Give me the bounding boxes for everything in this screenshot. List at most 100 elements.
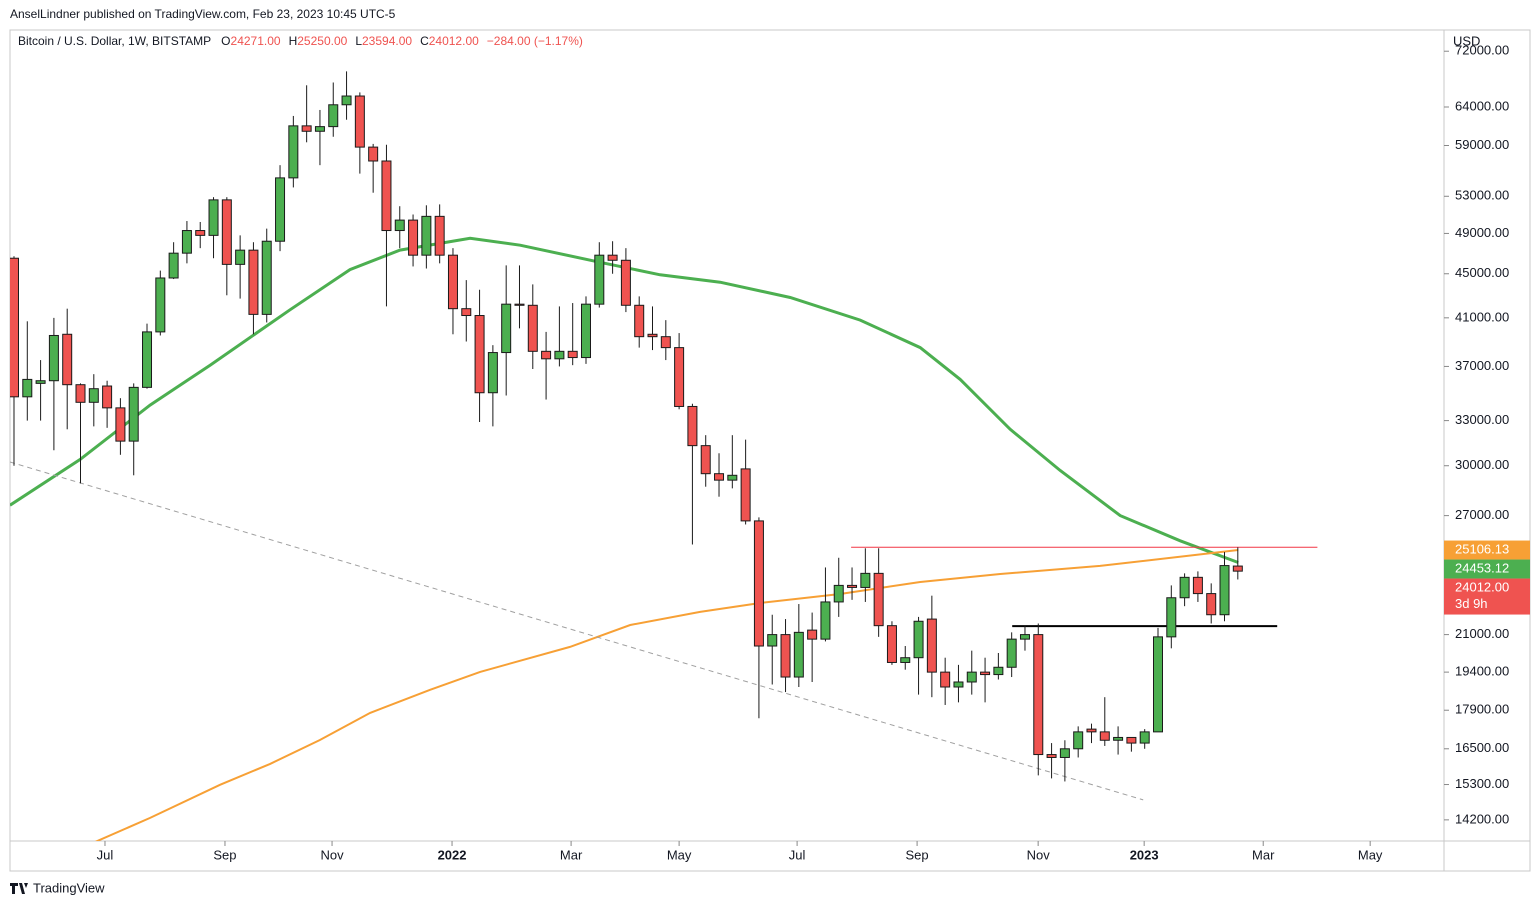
candle-body [1113,736,1124,741]
x-tick-label: Sep [213,847,236,862]
countdown: 3d 9h [1455,596,1488,611]
candle-body [62,333,73,386]
candle-body [155,277,166,333]
candle-body [128,386,139,442]
candle-body [980,671,991,676]
candle-body [607,254,618,261]
y-tick-label: 45000.00 [1455,265,1509,280]
candle-body [394,219,405,232]
candle-body [1099,731,1110,741]
currency: USD [1453,33,1480,48]
candle-body [208,199,219,236]
x-tick-label: May [1358,847,1383,862]
candle-body [248,249,259,315]
x-tick-label: Mar [560,847,583,862]
candle-body [1046,754,1057,758]
y-tick-label: 59000.00 [1455,137,1509,152]
candle-body [314,126,325,132]
candle-body [474,315,485,394]
publisher: AnselLindner published on TradingView.co… [10,7,396,21]
candle-body [847,584,858,588]
y-tick-label: 37000.00 [1455,358,1509,373]
candle-body [833,584,844,603]
candle-body [620,259,631,306]
candle-body [580,303,591,359]
candle-body [514,303,525,306]
candle-body [447,254,458,310]
x-tick-label: Nov [320,847,344,862]
x-tick-label: 2022 [438,847,467,862]
y-tick-label: 53000.00 [1455,188,1509,203]
overlays [10,236,1318,841]
line [94,549,1239,841]
candle-body [195,230,206,236]
candle-body [261,240,272,315]
candle-body [354,95,365,148]
price-tag-label: 24453.12 [1455,560,1509,575]
y-tick-label: 27000.00 [1455,507,1509,522]
y-tick-label: 72000.00 [1455,43,1509,58]
candle-body [1192,576,1203,595]
candle-body [767,634,778,647]
footer-text: TradingView [33,880,105,895]
y-tick-label: 17900.00 [1455,702,1509,717]
candle-body [780,634,791,678]
ohlc-value: 25250.00 [297,34,347,48]
candle-body [541,350,552,360]
candle-body [1232,565,1243,572]
candle-body [1086,728,1097,733]
candle-body [940,671,951,688]
candle-body [381,160,392,232]
line [10,461,1144,801]
candle-body [341,95,352,106]
candle-body [820,601,831,640]
ohlc-value: 23594.00 [362,34,412,48]
y-tick-label: 21000.00 [1455,626,1509,641]
candle-body [793,631,804,678]
candle-body [115,407,126,442]
y-tick-label: 49000.00 [1455,225,1509,240]
header: Bitcoin / U.S. Dollar, 1W, BITSTAMP O 2427… [18,34,583,48]
x-tick-label: Nov [1027,847,1051,862]
candle-body [807,629,818,640]
y-tick-label: 41000.00 [1455,309,1509,324]
candle-body [860,572,871,588]
candle-body [408,219,419,256]
price-tag [1444,578,1530,615]
candle-body [181,230,192,254]
ohlc-key: H [289,34,298,48]
candle-body [1059,748,1070,758]
candle-body [554,350,565,360]
y-tick-label: 30000.00 [1455,457,1509,472]
symbol-legend: Bitcoin / U.S. Dollar, 1W, BITSTAMP [18,34,211,48]
candle-body [966,671,977,683]
candle-body [740,468,751,522]
candle-body [487,352,498,394]
frame [9,29,1531,872]
ohlc-key: C [420,34,429,48]
y-tick-label: 64000.00 [1455,98,1509,113]
price-tag-label: 24012.00 [1455,579,1509,594]
candle-body [714,473,725,481]
candle-body [75,384,86,403]
candle-body [1033,634,1044,756]
candle-body [674,347,685,407]
candle-body [727,474,738,481]
candle-body [501,303,512,354]
candle-body [1019,634,1030,640]
y-tick-label: 16500.00 [1455,740,1509,755]
candle-body [1179,576,1190,599]
footer-logo [10,883,28,894]
candle-body [700,445,711,475]
candle-body [1166,597,1177,638]
candle-body [288,125,299,179]
candle-body [1206,593,1217,616]
candle-body [687,405,698,447]
candle-body [88,388,99,403]
price-tag [1444,540,1530,560]
candle-body [102,385,113,409]
candle-body [48,334,59,382]
candle-body [886,625,897,663]
candle-body [275,177,286,242]
